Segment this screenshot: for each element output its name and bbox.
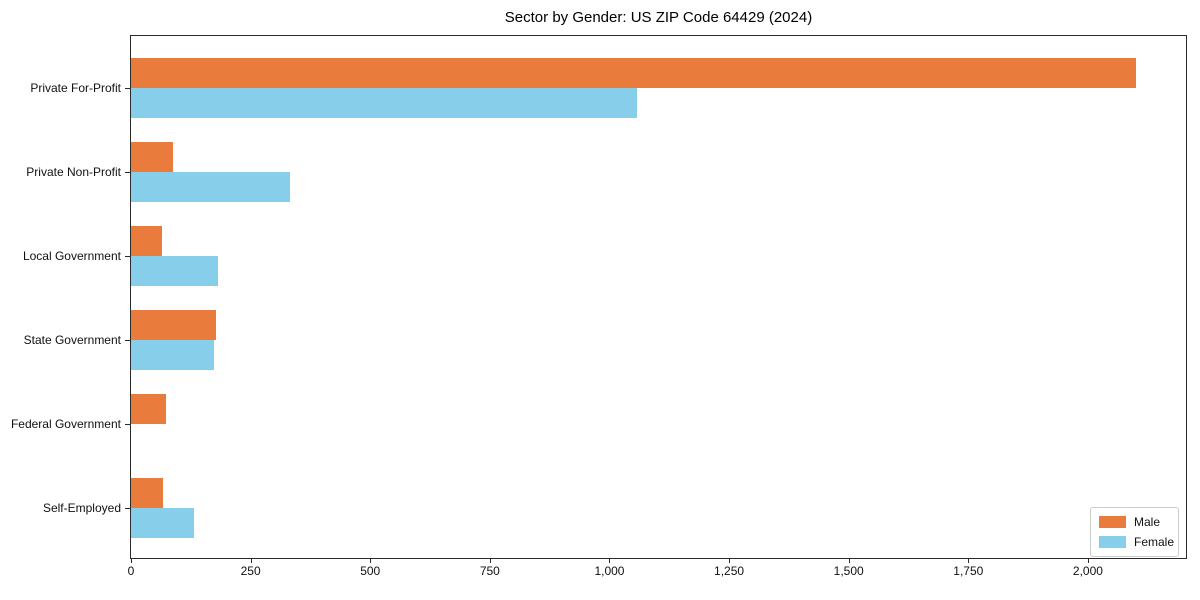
x-tick-mark [370, 559, 372, 563]
bar-male-1 [131, 141, 173, 172]
x-tick-mark [131, 559, 132, 563]
legend: Male Female [1090, 507, 1179, 557]
x-tick-mark [968, 559, 970, 563]
legend-item-female: Female [1099, 535, 1174, 549]
bar-female-1 [131, 171, 291, 202]
x-tick-mark [250, 559, 252, 563]
legend-label-female: Female [1134, 535, 1175, 549]
bar-male-5 [131, 478, 164, 509]
bar-male-0 [131, 57, 1136, 88]
y-tick-mark [125, 339, 130, 341]
y-tick-mark [125, 508, 130, 510]
chart-title: Sector by Gender: US ZIP Code 64429 (202… [504, 9, 813, 26]
bar-male-4 [131, 394, 166, 425]
x-tick-label: 250 [240, 564, 261, 578]
x-tick-label: 500 [360, 564, 381, 578]
bar-female-0 [131, 87, 638, 118]
plot-area [130, 35, 1187, 559]
x-tick-mark [729, 559, 731, 563]
bar-male-3 [131, 309, 217, 340]
x-tick-label: 1,500 [833, 564, 864, 578]
bar-female-2 [131, 255, 219, 286]
x-tick-label: 1,250 [714, 564, 745, 578]
legend-swatch-male [1099, 516, 1126, 528]
legend-swatch-female [1099, 536, 1126, 548]
y-tick-mark [125, 171, 130, 173]
y-tick-label: Federal Government [10, 417, 121, 432]
x-tick-mark [1087, 559, 1089, 563]
bar-female-5 [131, 508, 194, 539]
x-tick-label: 0 [127, 564, 135, 578]
x-tick-mark [489, 559, 491, 563]
bar-female-3 [131, 339, 215, 370]
x-tick-mark [609, 559, 611, 563]
y-tick-label: State Government [23, 332, 121, 347]
legend-label-male: Male [1134, 515, 1161, 529]
x-tick-mark [848, 559, 850, 563]
x-tick-label: 1,750 [953, 564, 984, 578]
y-tick-mark [125, 424, 130, 426]
x-tick-label: 750 [479, 564, 500, 578]
x-tick-label: 1,000 [594, 564, 625, 578]
y-tick-label: Private Non-Profit [26, 164, 121, 179]
y-tick-mark [125, 87, 130, 89]
x-tick-label: 2,000 [1072, 564, 1103, 578]
y-tick-mark [125, 255, 130, 257]
legend-item-male: Male [1099, 515, 1170, 529]
y-tick-label: Self-Employed [42, 501, 121, 516]
bar-male-2 [131, 225, 163, 256]
y-tick-label: Private For-Profit [30, 80, 121, 95]
y-tick-label: Local Government [22, 248, 121, 263]
